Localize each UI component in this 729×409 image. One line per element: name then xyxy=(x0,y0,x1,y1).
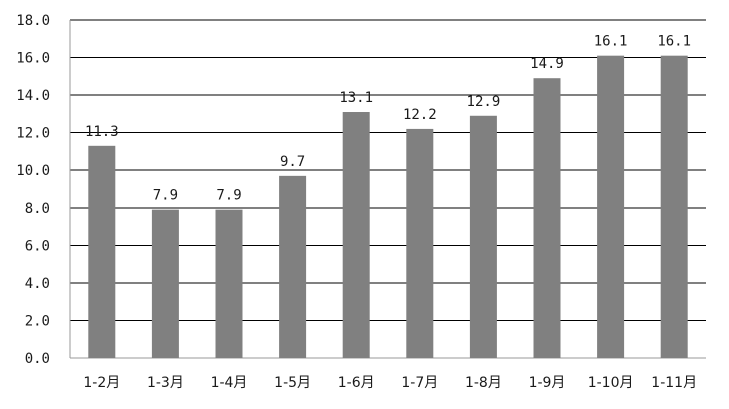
bar xyxy=(215,209,243,358)
x-category-label: 1-10月 xyxy=(588,375,634,391)
bar xyxy=(469,115,497,359)
x-category-label: 1-5月 xyxy=(274,375,311,391)
bar xyxy=(660,55,688,359)
y-tick-label: 0.0 xyxy=(25,351,50,367)
y-tick-label: 14.0 xyxy=(16,88,50,104)
bar xyxy=(279,175,307,358)
x-category-labels: 1-2月 1-3月 1-4月 1-5月 1-6月 1-7月 1-8月 1-9月 1-10月 1-1… xyxy=(83,375,697,391)
y-tick-labels: 0.0 2.0 4.0 6.0 8.0 10.0 12.0 14.0 16.0 18.0 xyxy=(16,13,50,367)
x-category-label: 1-4月 xyxy=(211,375,248,391)
y-tick-label: 18.0 xyxy=(16,13,50,29)
x-category-label: 1-8月 xyxy=(465,375,502,391)
data-label: 16.1 xyxy=(657,34,691,50)
data-label: 12.9 xyxy=(467,94,501,110)
y-tick-label: 10.0 xyxy=(16,163,50,179)
y-tick-label: 12.0 xyxy=(16,126,50,142)
data-label: 14.9 xyxy=(530,56,564,72)
bar xyxy=(342,112,370,358)
x-category-label: 1-6月 xyxy=(338,375,375,391)
data-labels: 11.3 7.9 7.9 9.7 13.1 12.2 12.9 14.9 16.1 16.1 xyxy=(85,34,691,204)
bar xyxy=(533,78,561,358)
bar xyxy=(406,128,434,358)
y-tick-label: 4.0 xyxy=(25,276,50,292)
x-category-label: 1-7月 xyxy=(401,375,438,391)
x-category-label: 1-2月 xyxy=(83,375,120,391)
bar xyxy=(88,145,116,358)
x-category-label: 1-11月 xyxy=(651,375,697,391)
bar xyxy=(597,55,625,359)
data-label: 7.9 xyxy=(153,188,178,204)
y-tick-label: 8.0 xyxy=(25,201,50,217)
bars xyxy=(88,55,688,359)
data-label: 13.1 xyxy=(339,90,373,106)
y-tick-label: 16.0 xyxy=(16,51,50,67)
data-label: 11.3 xyxy=(85,124,119,140)
y-tick-label: 6.0 xyxy=(25,238,50,254)
data-label: 12.2 xyxy=(403,107,437,123)
x-category-label: 1-3月 xyxy=(147,375,184,391)
bar xyxy=(151,209,179,358)
y-tick-label: 2.0 xyxy=(25,313,50,329)
x-category-label: 1-9月 xyxy=(529,375,566,391)
data-label: 9.7 xyxy=(280,154,305,170)
data-label: 16.1 xyxy=(594,34,628,50)
data-label: 7.9 xyxy=(216,188,241,204)
